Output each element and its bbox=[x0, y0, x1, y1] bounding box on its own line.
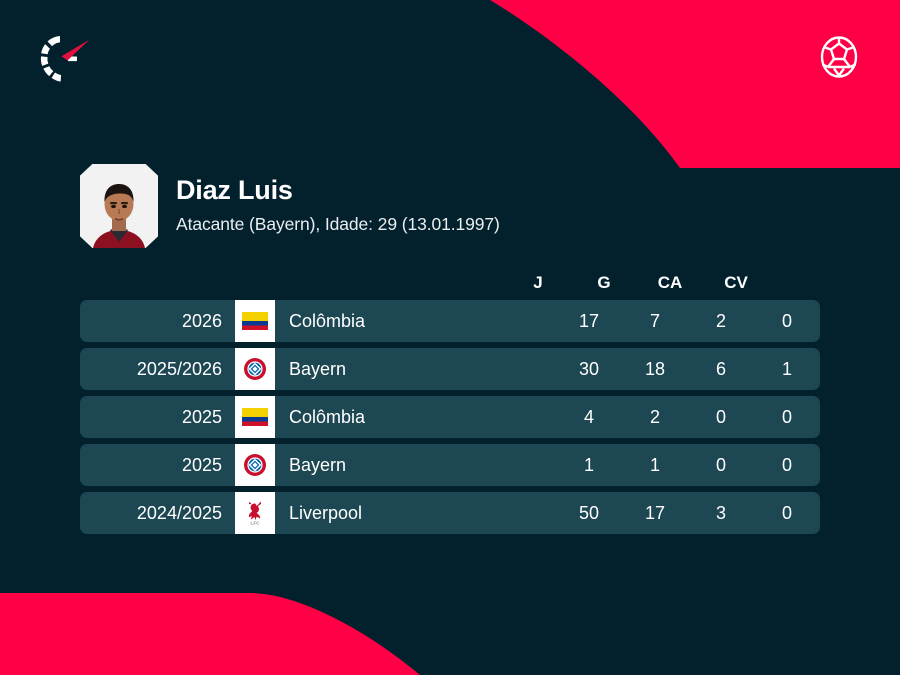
player-photo bbox=[80, 164, 158, 248]
cell-cv: 0 bbox=[781, 310, 792, 331]
cell-team: Liverpool bbox=[289, 502, 363, 523]
cell-team: Colômbia bbox=[289, 310, 366, 331]
cell-cv: 0 bbox=[781, 454, 792, 475]
player-meta: Atacante (Bayern), Idade: 29 (13.01.1997… bbox=[176, 214, 500, 235]
page-title: Diaz Luis bbox=[176, 174, 293, 205]
cell-ca: 2 bbox=[715, 310, 726, 331]
cell-g: 2 bbox=[649, 406, 660, 427]
table-row[interactable]: 2026 Colômbia 17 7 2 0 bbox=[80, 300, 820, 342]
cell-cv: 0 bbox=[781, 406, 792, 427]
colombia-flag-icon bbox=[235, 396, 275, 438]
cell-ca: 3 bbox=[715, 502, 726, 523]
svg-text:LFC: LFC bbox=[251, 520, 261, 525]
cell-team: Colômbia bbox=[289, 406, 366, 427]
column-header-ca: CA bbox=[657, 273, 683, 292]
cell-season: 2026 bbox=[181, 310, 222, 331]
cell-season: 2025 bbox=[181, 406, 222, 427]
decorative-shape-top-right bbox=[490, 0, 900, 168]
cell-ca: 0 bbox=[715, 454, 726, 475]
cell-cv: 0 bbox=[781, 502, 792, 523]
cell-g: 7 bbox=[649, 310, 660, 331]
column-header-j: J bbox=[533, 273, 543, 292]
cell-j: 50 bbox=[578, 502, 600, 523]
cell-g: 18 bbox=[644, 358, 666, 379]
table-row[interactable]: 2024/2025 LFC Liverpool 50 17 3 0 bbox=[80, 492, 820, 534]
cell-j: 4 bbox=[583, 406, 594, 427]
cell-j: 1 bbox=[583, 454, 594, 475]
cell-team: Bayern bbox=[289, 454, 347, 475]
cell-season: 2024/2025 bbox=[136, 502, 222, 523]
liverpool-crest-icon: LFC bbox=[235, 492, 275, 534]
cell-cv: 1 bbox=[781, 358, 792, 379]
bayern-crest-icon bbox=[235, 348, 275, 390]
cell-j: 17 bbox=[578, 310, 600, 331]
table-row[interactable]: 2025 Bayern 1 1 0 0 bbox=[80, 444, 820, 486]
cell-season: 2025/2026 bbox=[136, 358, 222, 379]
decorative-shape-bottom-left bbox=[0, 593, 420, 675]
bayern-crest-icon bbox=[235, 444, 275, 486]
brand-logo-icon[interactable] bbox=[36, 30, 94, 88]
cell-j: 30 bbox=[578, 358, 600, 379]
column-header-g: G bbox=[597, 273, 611, 292]
colombia-flag-icon bbox=[235, 300, 275, 342]
table-row[interactable]: 2025/2026 Bayern 30 18 6 1 bbox=[80, 348, 820, 390]
cell-team: Bayern bbox=[289, 358, 347, 379]
stats-table: J G CA CV 2026 Colômbia 17 7 2 0 2025/20… bbox=[80, 266, 820, 534]
soccer-ball-icon[interactable] bbox=[816, 34, 862, 80]
player-header: Diaz Luis Atacante (Bayern), Idade: 29 (… bbox=[80, 164, 500, 248]
cell-g: 17 bbox=[644, 502, 666, 523]
table-header-row: J G CA CV bbox=[80, 266, 820, 300]
cell-ca: 6 bbox=[715, 358, 726, 379]
table-row[interactable]: 2025 Colômbia 4 2 0 0 bbox=[80, 396, 820, 438]
cell-season: 2025 bbox=[181, 454, 222, 475]
column-header-cv: CV bbox=[724, 273, 748, 292]
cell-ca: 0 bbox=[715, 406, 726, 427]
avatar bbox=[80, 164, 158, 248]
cell-g: 1 bbox=[649, 454, 660, 475]
